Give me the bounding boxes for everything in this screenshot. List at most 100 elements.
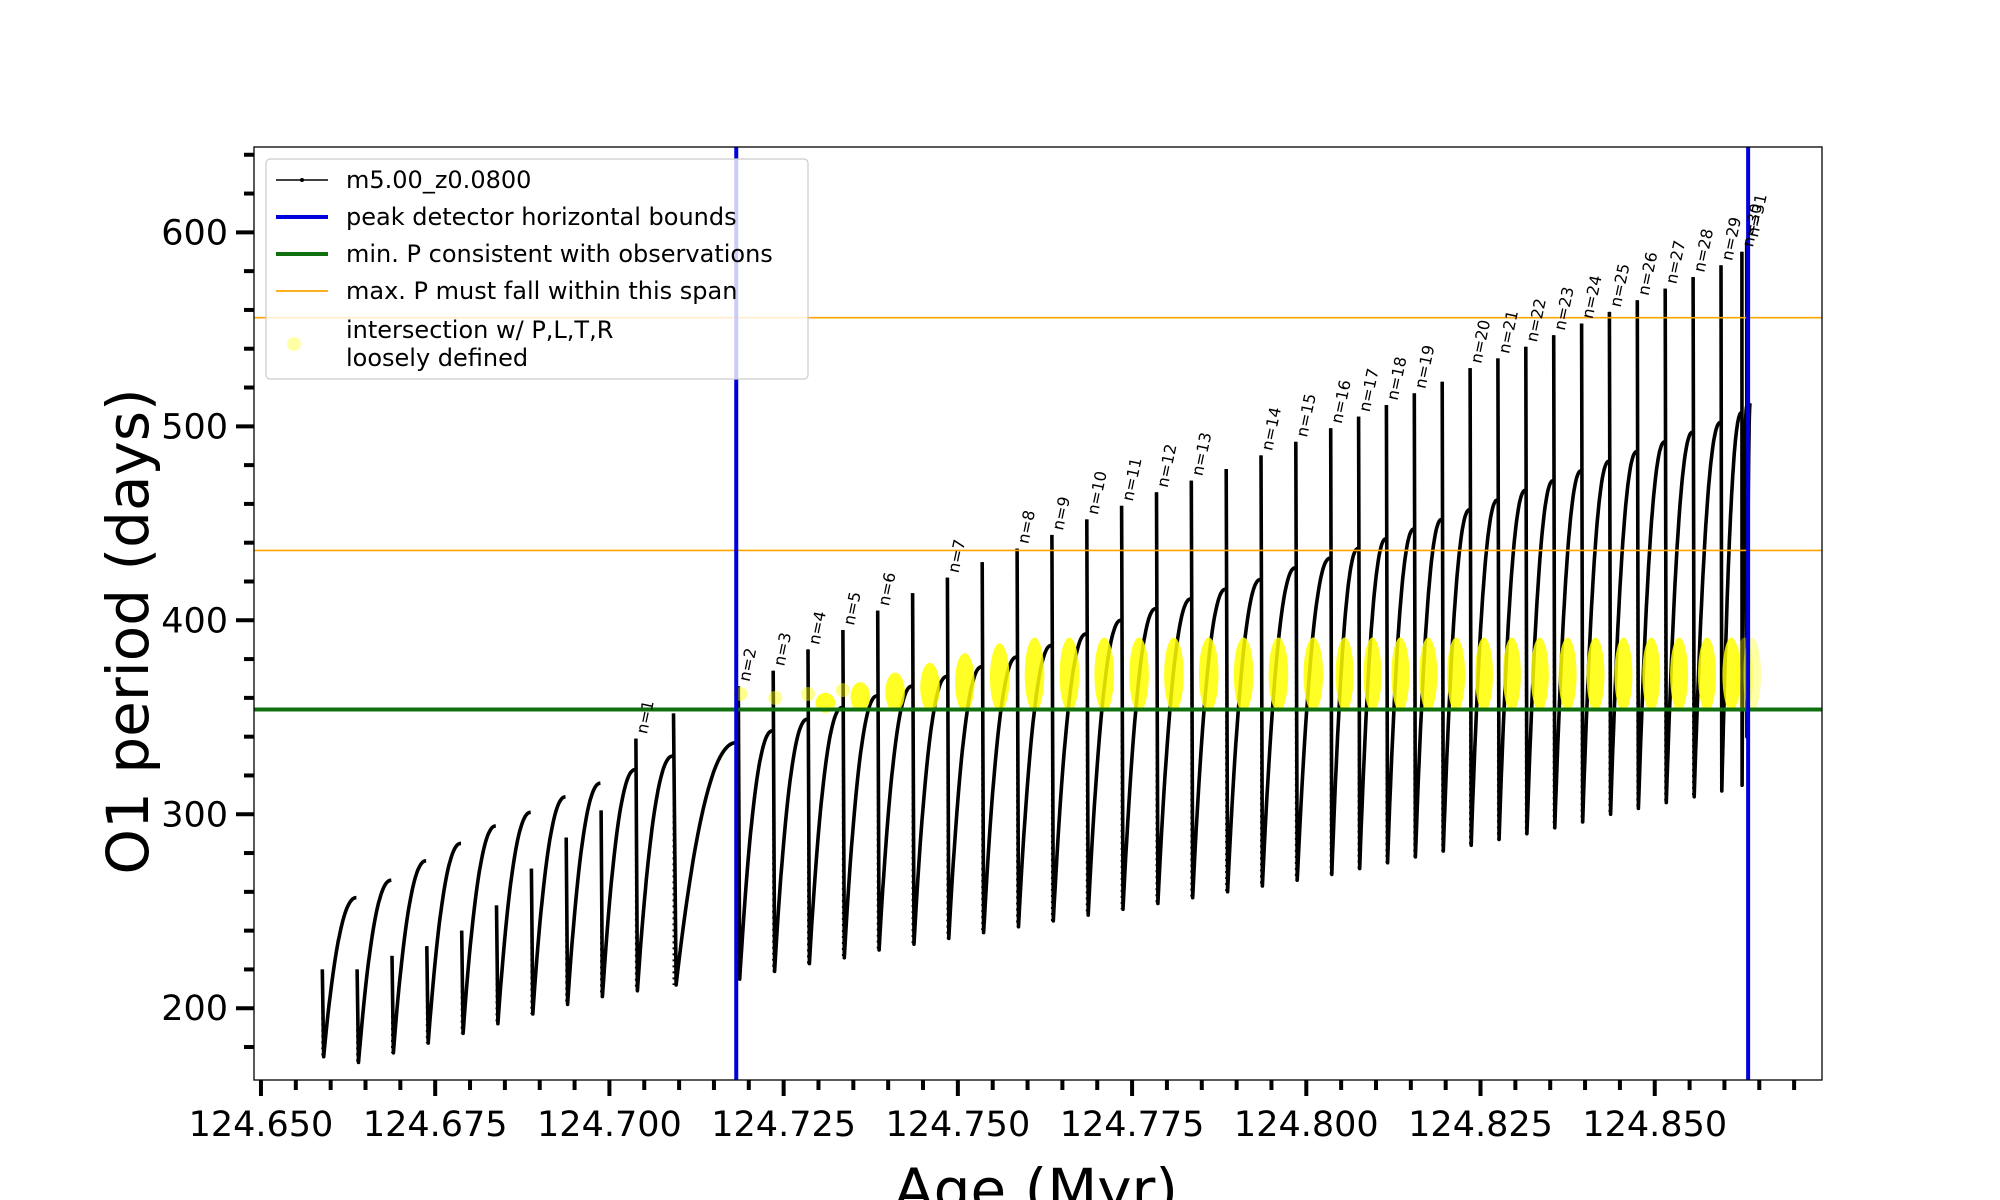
legend-handle-dot	[287, 337, 301, 351]
intersection-marker	[1419, 637, 1438, 712]
intersection-marker	[1198, 637, 1219, 712]
y-tick-label: 500	[161, 407, 228, 447]
intersection-marker	[1164, 637, 1184, 712]
intersection-marker	[1502, 637, 1521, 712]
peak-label: n=27	[1662, 239, 1690, 286]
y-axis: 200 300 400 500 600	[161, 152, 254, 1050]
peak-label: n=7	[944, 537, 970, 574]
peak-label: n=21	[1494, 308, 1522, 355]
peak-label: n=25	[1606, 262, 1634, 309]
intersection-marker	[1614, 637, 1633, 712]
pulse-curve	[634, 738, 674, 993]
peak-label: n=8	[1013, 508, 1039, 545]
x-tick-label: 124.700	[537, 1105, 682, 1145]
pulse-curve	[736, 686, 774, 981]
intersection-marker	[801, 686, 816, 701]
pulse-curve	[355, 878, 393, 1065]
y-tick-label: 400	[161, 601, 228, 641]
intersection-marker	[1335, 637, 1354, 712]
peak-label: n=18	[1383, 355, 1411, 402]
pulse-curve	[599, 767, 637, 999]
pulse-curve	[564, 781, 602, 1007]
legend-label: m5.00_z0.0800	[346, 166, 531, 194]
pulse-curve	[1085, 519, 1122, 917]
y-tick-label: 200	[161, 989, 228, 1029]
peak-label: n=14	[1257, 405, 1285, 452]
intersection-marker	[1094, 637, 1114, 712]
pulse-curve	[841, 629, 878, 960]
pulse-curve	[1663, 288, 1694, 805]
intersection-layer	[733, 637, 1761, 713]
intersection-marker	[1391, 637, 1410, 712]
peak-label: n=28	[1689, 227, 1717, 274]
pulse-curve	[1328, 428, 1360, 877]
x-tick-label: 124.725	[711, 1105, 856, 1145]
pulse-curve	[529, 795, 567, 1016]
peak-label: n=3	[770, 631, 796, 668]
intersection-marker	[1233, 637, 1254, 712]
intersection-marker	[885, 672, 905, 712]
intersection-marker	[1530, 637, 1549, 712]
pulse-curve	[1468, 368, 1499, 848]
peak-label: n=23	[1550, 285, 1578, 332]
pulse-curve	[875, 610, 913, 952]
x-axis-label: Age (Myr)	[894, 1156, 1178, 1200]
pulse-curve	[1384, 404, 1415, 865]
peak-label: n=6	[874, 570, 900, 607]
pulse-curve	[1635, 300, 1666, 811]
legend-label: max. P must fall within this span	[346, 277, 737, 305]
y-tick-label: 600	[161, 213, 228, 253]
intersection-marker	[1059, 637, 1080, 712]
intersection-marker	[1698, 637, 1716, 712]
intersection-marker	[1670, 637, 1689, 712]
pulse-curve	[945, 577, 983, 941]
pulse-curve	[1050, 534, 1087, 923]
peak-label: n=9	[1048, 495, 1074, 532]
legend-label: loosely defined	[346, 344, 528, 372]
pulse-curve	[1440, 381, 1471, 853]
intersection-marker	[920, 662, 940, 712]
peak-label: n=15	[1292, 392, 1320, 439]
pulse-curve	[320, 895, 358, 1059]
pulse-curve	[1496, 358, 1527, 842]
peak-label: n=12	[1153, 442, 1181, 489]
pulse-curve	[459, 824, 497, 1036]
x-tick-label: 124.800	[1234, 1105, 1379, 1145]
peak-label: n=13	[1188, 431, 1216, 478]
peak-label: n=11	[1118, 456, 1146, 503]
legend-handle-marker	[300, 178, 304, 182]
peak-label: n=5	[839, 590, 865, 627]
intersection-marker	[1303, 637, 1324, 712]
peak-label: n=1	[632, 698, 658, 735]
peak-label: n=26	[1634, 250, 1662, 297]
intersection-marker	[1447, 637, 1466, 712]
pulse-curve	[1412, 393, 1443, 859]
intersection-marker	[1586, 637, 1605, 712]
x-tick-label: 124.775	[1060, 1105, 1205, 1145]
intersection-marker	[1268, 637, 1289, 712]
intersection-marker	[1363, 637, 1382, 712]
pulse-curve	[910, 593, 948, 946]
x-tick-label: 124.850	[1582, 1105, 1727, 1145]
pulse-curve	[1607, 311, 1638, 817]
intersection-marker	[1024, 637, 1045, 712]
pulse-curve	[1551, 335, 1583, 830]
legend-label: peak detector horizontal bounds	[346, 203, 737, 231]
peak-label: n=24	[1578, 273, 1606, 320]
plot-frame	[253, 146, 1823, 1081]
pulse-curve	[1294, 441, 1331, 882]
intersection-marker	[1475, 637, 1493, 712]
pulse-series-layer	[320, 241, 1752, 1065]
intersection-marker	[850, 682, 871, 712]
intersection-marker	[989, 643, 1010, 712]
pulse-curve	[980, 562, 1018, 935]
pulse-curve	[390, 859, 427, 1055]
pulse-curve	[671, 713, 738, 987]
intersection-marker	[1129, 637, 1149, 712]
intersection-marker	[955, 653, 975, 712]
x-tick-label: 124.825	[1408, 1105, 1553, 1145]
y-axis-label: O1 period (days)	[94, 388, 162, 874]
peak-label: n=16	[1327, 378, 1355, 425]
